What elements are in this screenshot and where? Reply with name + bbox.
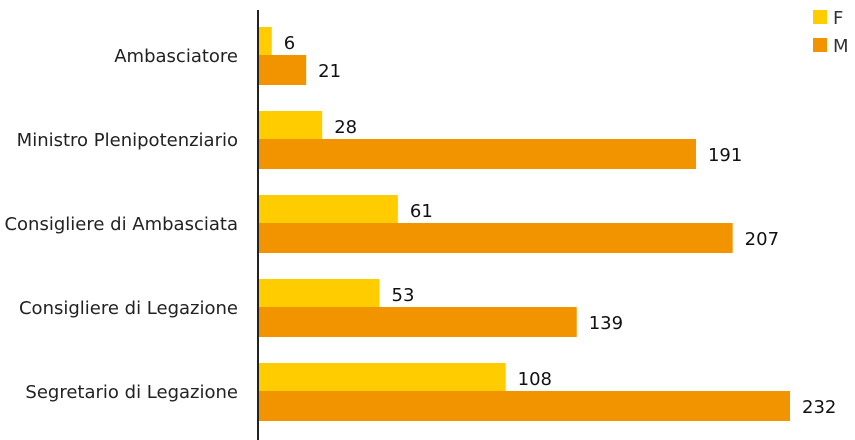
bar-m-ministro-plenipotenziario	[258, 139, 696, 169]
bar-f-consigliere-di-ambasciata	[258, 195, 398, 225]
bar-f-ministro-plenipotenziario	[258, 111, 323, 141]
category-label-ambasciatore: Ambasciatore	[114, 46, 238, 67]
bar-f-ambasciatore	[258, 27, 272, 57]
legend-label-f: F	[833, 8, 843, 29]
value-label-f-consigliere-di-ambasciata: 61	[410, 201, 433, 222]
bars-layer	[258, 27, 790, 421]
legend-swatch-m	[813, 38, 827, 52]
bar-m-segretario-di-legazione	[258, 391, 790, 421]
value-label-m-consigliere-di-ambasciata: 207	[745, 229, 779, 250]
bar-m-consigliere-di-ambasciata	[258, 223, 733, 253]
value-label-m-segretario-di-legazione: 232	[802, 397, 836, 418]
value-label-m-consigliere-di-legazione: 139	[589, 313, 623, 334]
labels-layer: 6 21 Ambasciatore 28 191 Ministro Plenipotenz…	[4, 33, 836, 418]
value-label-m-ambasciatore: 21	[318, 61, 341, 82]
value-label-f-ambasciatore: 6	[284, 33, 295, 54]
value-label-m-ministro-plenipotenziario: 191	[708, 145, 742, 166]
category-label-segretario-di-legazione: Segretario di Legazione	[25, 382, 238, 403]
category-label-ministro-plenipotenziario: Ministro Plenipotenziario	[17, 130, 238, 151]
bar-m-consigliere-di-legazione	[258, 307, 577, 337]
category-label-consigliere-di-legazione: Consigliere di Legazione	[19, 298, 238, 319]
category-label-consigliere-di-ambasciata: Consigliere di Ambasciata	[4, 214, 238, 235]
bar-f-segretario-di-legazione	[258, 363, 506, 393]
bar-m-ambasciatore	[258, 55, 307, 85]
bar-f-consigliere-di-legazione	[258, 279, 380, 309]
legend-label-m: M	[833, 36, 849, 57]
value-label-f-ministro-plenipotenziario: 28	[334, 117, 357, 138]
legend: FM	[813, 8, 849, 57]
legend-swatch-f	[813, 10, 827, 24]
value-label-f-consigliere-di-legazione: 53	[392, 285, 415, 306]
value-label-f-segretario-di-legazione: 108	[518, 369, 552, 390]
